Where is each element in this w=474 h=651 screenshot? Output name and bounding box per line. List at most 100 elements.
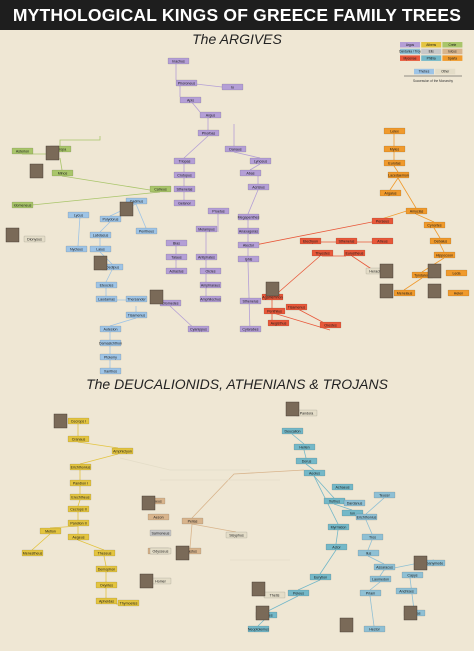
node-box (445, 269, 468, 277)
person-name: Ilus (366, 551, 372, 555)
person-name: Argalus (384, 191, 396, 195)
node-box (249, 157, 272, 165)
person-name: Labdacus (93, 233, 109, 237)
node-box (89, 231, 112, 239)
node-box (387, 171, 410, 179)
person-node: Dionysus (23, 235, 46, 243)
lineage-line (365, 519, 373, 535)
legend-item: Dardania / Troy (399, 48, 421, 55)
person-node: Crotopus (173, 171, 196, 179)
person-name: Acastus (184, 549, 197, 553)
person-name: Io (231, 85, 234, 89)
person-name: Deucalion (285, 429, 301, 433)
lineage-line (105, 269, 113, 283)
person-node: Alector (237, 241, 260, 249)
node-box (93, 549, 116, 557)
person-node: Electryon (299, 237, 322, 245)
legend-item: Crete (442, 42, 463, 48)
person-node: Gelanor (173, 199, 196, 207)
person-name: Catreus (154, 187, 167, 191)
person-node: Eurystheus (343, 249, 366, 257)
person-name: Capys (407, 573, 417, 577)
person-name: Europa (55, 147, 67, 151)
person-node: Pandion I (69, 479, 92, 487)
person-name: Antiphates (198, 255, 215, 259)
person-name: Acrisius (252, 185, 265, 189)
node-box (173, 199, 196, 207)
person-name: Leda (453, 271, 461, 275)
lineage-line (365, 497, 385, 515)
legend-item: Argos (400, 42, 420, 48)
lineage-line (49, 525, 79, 529)
person-name: Eurystheus (346, 251, 364, 255)
node-box (373, 563, 396, 571)
person-name: Eteocles (100, 283, 114, 287)
node-box (395, 587, 418, 595)
portrait-image (45, 145, 60, 161)
portrait-image (139, 573, 154, 589)
legend-swatch (400, 55, 420, 61)
person-node: Talaus (165, 253, 188, 261)
person-name: Inachus (172, 59, 185, 63)
node-box (371, 217, 394, 225)
legend-label: Other (441, 70, 450, 74)
person-node: Myles (383, 145, 406, 153)
node-box (331, 483, 354, 491)
person-node: Deucalion (281, 427, 304, 435)
person-node: Lycus (67, 211, 90, 219)
node-box (179, 96, 202, 104)
node-box (311, 249, 334, 257)
person-name: Cecrops II (70, 507, 86, 511)
node-box (429, 237, 452, 245)
lineage-line (249, 221, 373, 247)
person-node: Acrisius (247, 183, 270, 191)
person-name: Pandora (300, 411, 314, 415)
person-name: Melampus (198, 227, 215, 231)
node-box (95, 565, 118, 573)
person-node: Phorbas (197, 129, 220, 137)
person-node: Pandion II (67, 519, 90, 527)
node-box (67, 417, 90, 425)
lineage-line (335, 529, 339, 545)
lineage-line (61, 175, 151, 191)
legend-swatch (421, 48, 442, 55)
node-box (221, 83, 244, 91)
person-node: Priam (359, 589, 382, 597)
node-box (149, 529, 172, 537)
person-node: Menelaus (393, 289, 416, 297)
person-name: Xuthus (329, 499, 340, 503)
person-name: Lacedaemon (388, 173, 409, 177)
person-node: Aeolus (303, 469, 326, 477)
person-name: Sthenelus (339, 239, 355, 243)
lineage-line (297, 579, 321, 591)
person-node: Xanthos (99, 367, 122, 375)
person-name: Oxyntes (100, 583, 113, 587)
legend-label: Sparta (448, 56, 458, 60)
lineage-line (77, 215, 81, 247)
node-box (99, 353, 122, 361)
person-node: Tros (361, 533, 384, 541)
node-box (293, 443, 316, 451)
person-node: Sthenelas (173, 185, 196, 193)
node-box (383, 127, 406, 135)
node-box (237, 227, 260, 235)
person-name: Thetis (270, 593, 280, 597)
node-box (69, 463, 92, 471)
person-name: Sthenelus (243, 299, 259, 303)
node-box (65, 245, 88, 253)
person-node: Peleus (287, 589, 310, 597)
person-node: Hellen (293, 443, 316, 451)
node-box (343, 249, 366, 257)
person-node: Minos (51, 169, 74, 177)
node-box (287, 589, 310, 597)
lineage-line (433, 227, 441, 239)
person-name: Ptolemy (104, 355, 117, 359)
person-name: Damasichthon (99, 341, 122, 345)
lineage-line (403, 277, 423, 291)
person-name: Oicles (206, 269, 216, 273)
person-name: Sisyphus (229, 533, 244, 537)
person-node: Iphis (237, 255, 260, 263)
lineage-line (99, 221, 111, 233)
person-node: Inachus (167, 57, 190, 65)
node-box (67, 435, 90, 443)
